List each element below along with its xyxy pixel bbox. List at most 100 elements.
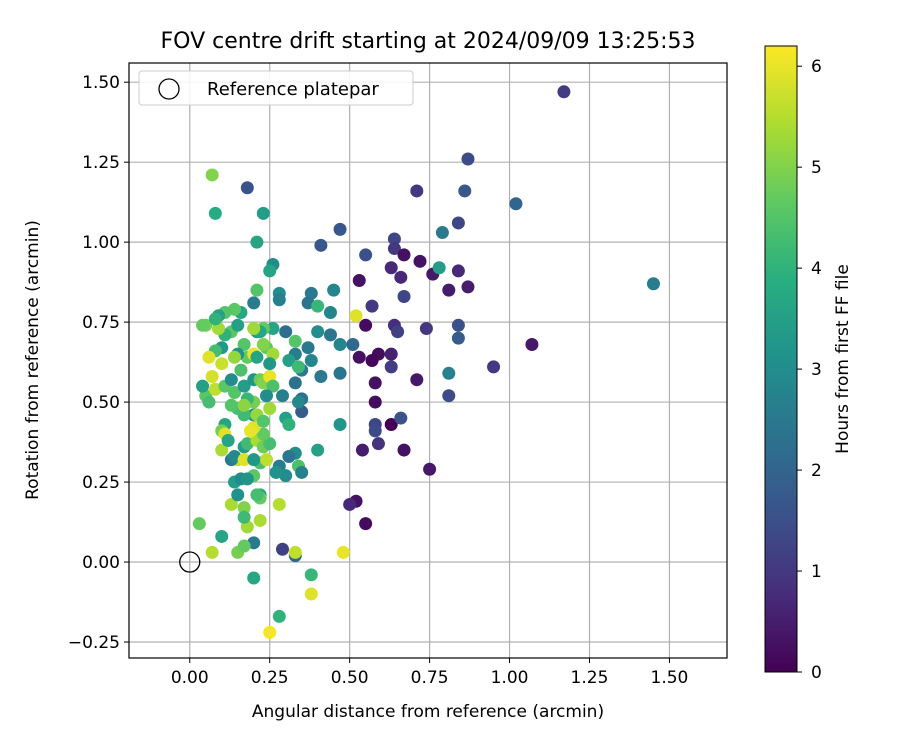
scatter-point	[397, 248, 411, 262]
scatter-point	[224, 398, 238, 412]
colorbar-tick-label: 3	[811, 360, 822, 380]
scatter-point	[423, 462, 437, 476]
legend-label-reference-platepar: Reference platepar	[207, 79, 379, 100]
scatter-point	[250, 283, 264, 297]
scatter-point	[384, 347, 398, 361]
colorbar-ticks: 0 1 2 3 4 5 6	[797, 57, 822, 683]
scatter-point	[387, 232, 401, 246]
scatter-point	[323, 306, 337, 320]
scatter-point	[384, 417, 398, 431]
plot-frame	[128, 62, 728, 659]
scatter-point	[272, 497, 286, 511]
colorbar-tick-label: 1	[811, 562, 822, 582]
colorbar-gradient	[764, 45, 798, 673]
scatter-point	[215, 357, 229, 371]
scatter-point	[391, 325, 405, 339]
scatter-point	[247, 296, 261, 310]
scatter-point	[355, 443, 369, 457]
scatter-point	[359, 318, 373, 332]
scatter-point	[295, 465, 309, 479]
scatter-point	[368, 395, 382, 409]
scatter-point	[208, 312, 222, 326]
colorbar: 0 1 2 3 4 5 6 Hours from first FF file	[764, 45, 853, 683]
scatter-point	[237, 501, 251, 515]
legend: Reference platepar	[138, 70, 414, 106]
scatter-point	[237, 539, 251, 553]
scatter-point	[301, 341, 315, 355]
scatter-point	[557, 85, 571, 99]
scatter-point	[333, 417, 347, 431]
y-tick-label: 1.50	[82, 73, 120, 93]
scatter-point	[461, 280, 475, 294]
scatter-point	[365, 299, 379, 313]
legend-box	[138, 70, 414, 106]
scatter-point	[288, 545, 302, 559]
scatter-point	[260, 453, 274, 467]
scatter-point	[231, 318, 245, 332]
x-tick-label: 0.25	[251, 668, 289, 688]
x-tick-label: 0.50	[331, 668, 369, 688]
scatter-point	[266, 379, 280, 393]
y-tick-label: 0.75	[82, 313, 120, 333]
colorbar-tick-label: 2	[811, 461, 822, 481]
scatter-point	[263, 625, 277, 639]
scatter-point	[435, 226, 449, 240]
scatter-point	[327, 283, 341, 297]
scatter-point	[394, 270, 408, 284]
scatter-point	[282, 449, 296, 463]
scatter-point	[202, 395, 216, 409]
x-tick-label: 1.50	[651, 668, 689, 688]
x-tick-label: 0.00	[171, 668, 209, 688]
colorbar-label: Hours from first FF file	[833, 264, 853, 454]
scatter-point	[359, 517, 373, 531]
scatter-point	[291, 360, 305, 374]
scatter-point	[221, 433, 235, 447]
scatter-point	[253, 513, 267, 527]
x-tick-label: 0.75	[411, 668, 449, 688]
scatter-point	[451, 216, 465, 230]
scatter-point	[237, 379, 251, 393]
scatter-point	[275, 542, 289, 556]
scatter-point	[224, 373, 238, 387]
scatter-point	[256, 414, 270, 428]
scatter-point	[387, 242, 401, 256]
x-axis-ticks: 0.00 0.25 0.50 0.75 1.00 1.25 1.50	[171, 658, 689, 688]
scatter-point	[279, 325, 293, 339]
scatter-point	[196, 318, 210, 332]
scatter-point	[247, 571, 261, 585]
scatter-point	[202, 350, 216, 364]
chart-title: FOV centre drift starting at 2024/09/09 …	[161, 29, 696, 54]
scatter-point	[196, 379, 210, 393]
scatter-point	[215, 529, 229, 543]
data-points	[179, 85, 660, 639]
scatter-point	[359, 248, 373, 262]
scatter-point	[250, 488, 264, 502]
scatter-point	[311, 299, 325, 313]
scatter-point	[256, 206, 270, 220]
scatter-point	[442, 366, 456, 380]
scatter-point	[311, 325, 325, 339]
colorbar-tick-label: 5	[811, 158, 822, 178]
y-tick-label: 1.00	[82, 233, 120, 253]
scatter-point	[368, 424, 382, 438]
scatter-point	[275, 389, 289, 403]
colorbar-tick-label: 0	[811, 663, 822, 683]
scatter-point	[260, 389, 274, 403]
scatter-point	[397, 443, 411, 457]
y-axis-label: Rotation from reference (arcmin)	[23, 220, 43, 500]
scatter-point	[458, 184, 472, 198]
scatter-point	[336, 545, 350, 559]
scatter-point	[192, 517, 206, 531]
scatter-point	[228, 385, 242, 399]
scatter-point	[288, 334, 302, 348]
scatter-point	[410, 184, 424, 198]
scatter-point	[263, 357, 277, 371]
scatter-point	[231, 488, 245, 502]
scatter-point	[282, 417, 296, 431]
scatter-point	[323, 328, 337, 342]
scatter-point	[237, 510, 251, 524]
x-tick-label: 1.25	[571, 668, 609, 688]
scatter-point	[397, 290, 411, 304]
scatter-point	[208, 206, 222, 220]
scatter-point	[346, 338, 360, 352]
